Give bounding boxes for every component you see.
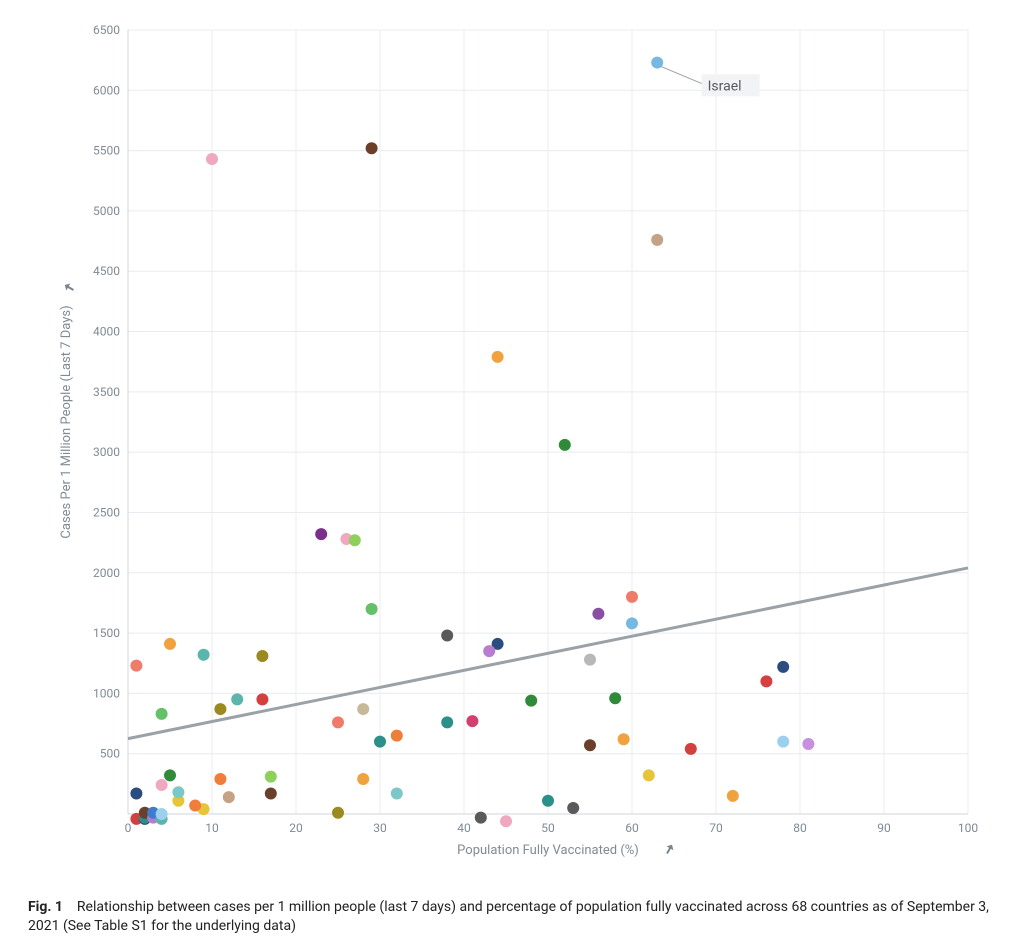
x-axis-label: Population Fully Vaccinated (%): [457, 843, 639, 858]
data-point: [130, 787, 142, 799]
data-point: [584, 654, 596, 666]
data-point: [609, 692, 621, 704]
data-point: [592, 608, 604, 620]
data-point: [214, 703, 226, 715]
data-point: [685, 743, 697, 755]
data-point: [584, 739, 596, 751]
caption-text: Relationship between cases per 1 million…: [28, 899, 989, 934]
y-tick-label: 1500: [93, 626, 120, 640]
x-tick-label: 90: [877, 821, 891, 835]
data-point: [332, 807, 344, 819]
data-point: [366, 603, 378, 615]
x-tick-label: 0: [125, 821, 132, 835]
data-point: [256, 693, 268, 705]
scatter-chart: 0102030405060708090100500100015002000250…: [100, 20, 980, 870]
chart-svg: 0102030405060708090100500100015002000250…: [100, 20, 980, 870]
data-point: [618, 733, 630, 745]
data-point: [198, 649, 210, 661]
data-point: [156, 808, 168, 820]
data-point: [542, 795, 554, 807]
data-point: [156, 708, 168, 720]
x-tick-label: 40: [457, 821, 471, 835]
data-point: [349, 534, 361, 546]
data-point: [315, 528, 327, 540]
data-point: [760, 675, 772, 687]
y-tick-label: 2000: [93, 566, 120, 580]
data-point: [483, 645, 495, 657]
data-point: [651, 234, 663, 246]
figure-container: { "chart": { "type": "scatter", "backgro…: [0, 0, 1024, 948]
x-tick-label: 10: [205, 821, 219, 835]
data-point: [366, 142, 378, 154]
data-point: [777, 736, 789, 748]
y-tick-label: 6500: [93, 23, 120, 37]
data-point: [332, 716, 344, 728]
x-tick-label: 30: [373, 821, 387, 835]
y-axis-label: Cases Per 1 Million People (Last 7 Days): [59, 305, 74, 538]
data-point: [164, 638, 176, 650]
data-point: [214, 773, 226, 785]
data-point: [567, 802, 579, 814]
data-point: [256, 650, 268, 662]
data-point: [164, 769, 176, 781]
y-tick-label: 1000: [93, 686, 120, 700]
data-point: [206, 153, 218, 165]
annotation-label: Israel: [708, 78, 742, 94]
x-tick-label: 80: [793, 821, 807, 835]
data-point: [357, 773, 369, 785]
data-point: [626, 617, 638, 629]
data-point: [231, 693, 243, 705]
data-point: [189, 800, 201, 812]
x-tick-label: 60: [625, 821, 639, 835]
y-tick-label: 3500: [93, 385, 120, 399]
data-point: [500, 815, 512, 827]
data-point: [559, 439, 571, 451]
data-point: [492, 351, 504, 363]
data-point: [441, 716, 453, 728]
pin-icon: [63, 282, 76, 294]
y-tick-label: 2500: [93, 505, 120, 519]
data-point: [475, 812, 487, 824]
y-tick-label: 5500: [93, 144, 120, 158]
data-point: [130, 660, 142, 672]
data-point: [466, 715, 478, 727]
y-tick-label: 5000: [93, 204, 120, 218]
data-point: [172, 786, 184, 798]
y-tick-label: 4500: [93, 264, 120, 278]
y-tick-label: 4000: [93, 325, 120, 339]
x-tick-label: 20: [289, 821, 303, 835]
annotation-line: [661, 67, 703, 85]
data-point: [357, 703, 369, 715]
x-tick-label: 70: [709, 821, 723, 835]
x-tick-label: 100: [958, 821, 978, 835]
data-point: [525, 695, 537, 707]
figure-caption: Fig. 1 Relationship between cases per 1 …: [28, 898, 996, 936]
data-point: [626, 591, 638, 603]
caption-label: Fig. 1: [28, 899, 63, 915]
data-point: [777, 661, 789, 673]
data-point: [374, 736, 386, 748]
data-point: [643, 769, 655, 781]
data-point: [727, 790, 739, 802]
y-tick-label: 3000: [93, 445, 120, 459]
pin-icon: [664, 843, 676, 856]
data-point: [265, 771, 277, 783]
data-point: [441, 629, 453, 641]
data-point: [391, 730, 403, 742]
data-point: [156, 779, 168, 791]
data-point: [265, 787, 277, 799]
x-tick-label: 50: [541, 821, 555, 835]
y-tick-label: 6000: [93, 83, 120, 97]
data-point: [802, 738, 814, 750]
data-point: [223, 791, 235, 803]
data-point: [391, 787, 403, 799]
y-tick-label: 500: [100, 747, 120, 761]
